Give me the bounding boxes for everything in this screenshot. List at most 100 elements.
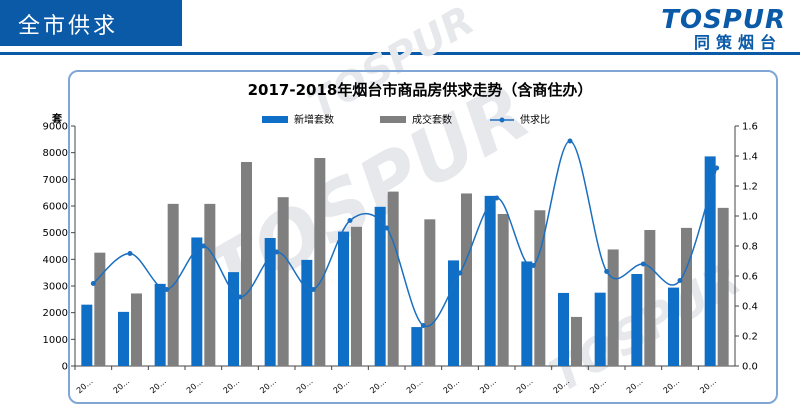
bar-transactions: [277, 197, 289, 366]
brand-logo: TOSPUR 同策烟台: [661, 6, 786, 52]
ratio-point: [640, 261, 646, 267]
ratio-point: [604, 269, 610, 274]
y-tick-label: 4000: [43, 255, 68, 266]
y-tick-label: 2000: [43, 308, 68, 319]
ratio-point: [310, 287, 316, 292]
ratio-point: [127, 251, 133, 256]
header-divider: [0, 52, 800, 55]
bar-transactions: [717, 207, 729, 366]
y-tick-label: 3000: [43, 282, 68, 293]
x-tick-label: 20…: [552, 377, 572, 396]
bar-new-supply: [118, 311, 129, 366]
ratio-point: [384, 225, 390, 231]
x-tick-label: 20…: [588, 377, 608, 396]
bar-transactions: [387, 191, 399, 366]
chart-frame: [68, 70, 778, 404]
ratio-point: [494, 195, 500, 201]
y2-tick-label: 1.2: [742, 182, 758, 193]
supply-demand-ratio-line: [92, 140, 718, 328]
bar-new-supply: [668, 287, 679, 366]
x-tick-label: 20…: [442, 377, 462, 396]
bar-new-supply: [154, 283, 166, 366]
bar-transactions: [644, 230, 656, 366]
logo-sub-text: 同策烟台: [693, 33, 782, 52]
legend-swatch-transactions: [380, 116, 406, 123]
bar-transactions: [351, 226, 362, 366]
bar-new-supply: [631, 274, 643, 366]
legend-label-transactions: 成交套数: [412, 113, 452, 126]
y2-tick-label: 1.6: [742, 122, 758, 133]
y-tick-label: 5000: [43, 228, 68, 239]
x-tick-label: 20…: [662, 377, 682, 396]
y2-tick-label: 1.4: [742, 152, 758, 163]
x-tick-label: 20…: [258, 377, 278, 396]
legend-marker-ratio: [499, 117, 505, 123]
bar-new-supply: [228, 272, 239, 366]
y-tick-label: 7000: [43, 175, 68, 186]
y-tick-label: 9000: [43, 122, 68, 133]
bar-transactions: [534, 210, 546, 366]
x-tick-label: 20…: [148, 377, 168, 396]
y2-tick-label: 0.4: [742, 302, 758, 313]
bar-new-supply: [264, 238, 276, 366]
bar-new-supply: [411, 327, 423, 366]
page-title: 全市供求: [18, 14, 119, 39]
bar-new-supply: [338, 231, 349, 366]
y-tick-label: 6000: [43, 202, 68, 213]
bar-new-supply: [558, 292, 569, 366]
y2-tick-label: 0.8: [742, 242, 758, 253]
x-tick-label: 20…: [222, 377, 242, 396]
bar-transactions: [497, 214, 509, 366]
ratio-point: [530, 263, 536, 268]
ratio-point: [200, 243, 206, 249]
y2-tick-label: 0.0: [742, 362, 758, 373]
chart-title: 2017-2018年烟台市商品房供求走势（含商住办）: [248, 81, 593, 99]
x-tick-label: 20…: [332, 377, 352, 396]
x-tick-label: 20…: [625, 377, 645, 396]
y-tick-label: 1000: [43, 335, 68, 346]
bar-transactions: [461, 193, 472, 366]
bar-new-supply: [704, 156, 716, 366]
x-tick-label: 20…: [75, 377, 95, 396]
y2-tick-label: 0.2: [742, 332, 758, 343]
bar-new-supply: [484, 195, 496, 366]
y-tick-label: 0: [62, 362, 68, 373]
ratio-point: [420, 323, 426, 328]
x-tick-label: 20…: [405, 377, 425, 396]
y-axis-label: 套: [51, 112, 63, 125]
bar-new-supply: [521, 261, 533, 366]
bar-transactions: [607, 249, 619, 366]
bar-new-supply: [448, 260, 459, 366]
x-tick-label: 20…: [295, 377, 315, 396]
logo-brand-text: TOSPUR: [661, 5, 786, 35]
bar-transactions: [204, 203, 216, 366]
bar-transactions: [424, 219, 436, 366]
bar-new-supply: [191, 237, 203, 366]
ratio-point: [164, 287, 170, 292]
bar-new-supply: [81, 304, 93, 366]
header-bar: 全市供求: [0, 0, 182, 46]
legend-swatch-new-supply: [262, 116, 288, 123]
x-tick-label: 20…: [185, 377, 205, 396]
ratio-point: [274, 249, 280, 255]
x-tick-label: 20…: [478, 377, 498, 396]
legend-label-new-supply: 新增套数: [294, 113, 334, 126]
bar-new-supply: [594, 292, 606, 366]
bar-new-supply: [301, 259, 313, 366]
ratio-point: [714, 165, 720, 171]
bar-new-supply: [374, 206, 386, 366]
bar-transactions: [241, 162, 252, 366]
y2-tick-label: 1.0: [742, 212, 758, 223]
bar-transactions: [314, 158, 326, 366]
y2-tick-label: 0.6: [742, 272, 758, 283]
y-tick-label: 8000: [43, 148, 68, 159]
ratio-point: [347, 218, 353, 223]
bar-transactions: [571, 316, 582, 366]
bar-transactions: [131, 293, 142, 366]
ratio-point: [457, 270, 463, 276]
bar-transactions: [94, 252, 106, 366]
ratio-point: [567, 138, 573, 144]
bar-transactions: [681, 227, 692, 366]
x-tick-label: 20…: [698, 377, 718, 396]
